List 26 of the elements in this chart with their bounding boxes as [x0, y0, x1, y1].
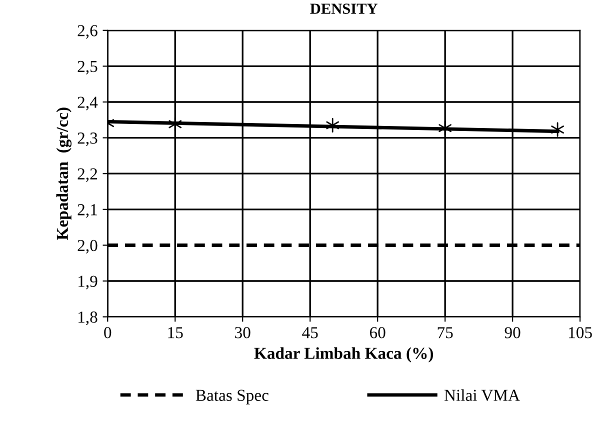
point: [438, 120, 452, 136]
y-tick-label: 2,4: [78, 96, 98, 110]
x-tick-label: 105: [569, 327, 592, 338]
y-tick-label: 2,3: [78, 132, 98, 146]
point: [326, 118, 339, 133]
x-tick-label: 45: [302, 327, 318, 338]
x-tick-label: 0: [104, 327, 112, 338]
y-tick-label: 2,1: [78, 204, 97, 218]
y-tick-label: 1,9: [78, 276, 98, 290]
y-tick-label: 1,8: [78, 312, 98, 326]
x-tick-label: 60: [370, 327, 386, 338]
legend-label: Nilai VMA: [444, 389, 520, 402]
y-tick-label: 2,2: [78, 168, 97, 182]
x-tick-label: 30: [235, 327, 250, 338]
y-axis-title: Kepadatan (gr/cc): [56, 108, 72, 240]
y-tick-label: 2,0: [78, 240, 98, 254]
x-tick-label: 90: [504, 327, 520, 338]
legend-label: Batas Spec: [196, 390, 268, 404]
x-tick-label: 75: [438, 327, 453, 338]
x-axis-title: Kadar Limbah Kaca (%): [254, 347, 434, 362]
point: [551, 122, 564, 137]
x-tick-label: 15: [168, 327, 183, 338]
point: [168, 116, 182, 132]
y-tick-label: 2,5: [78, 60, 98, 75]
chart-title: DENSITY: [310, 4, 378, 14]
y-tick-label: 2,6: [78, 25, 98, 39]
